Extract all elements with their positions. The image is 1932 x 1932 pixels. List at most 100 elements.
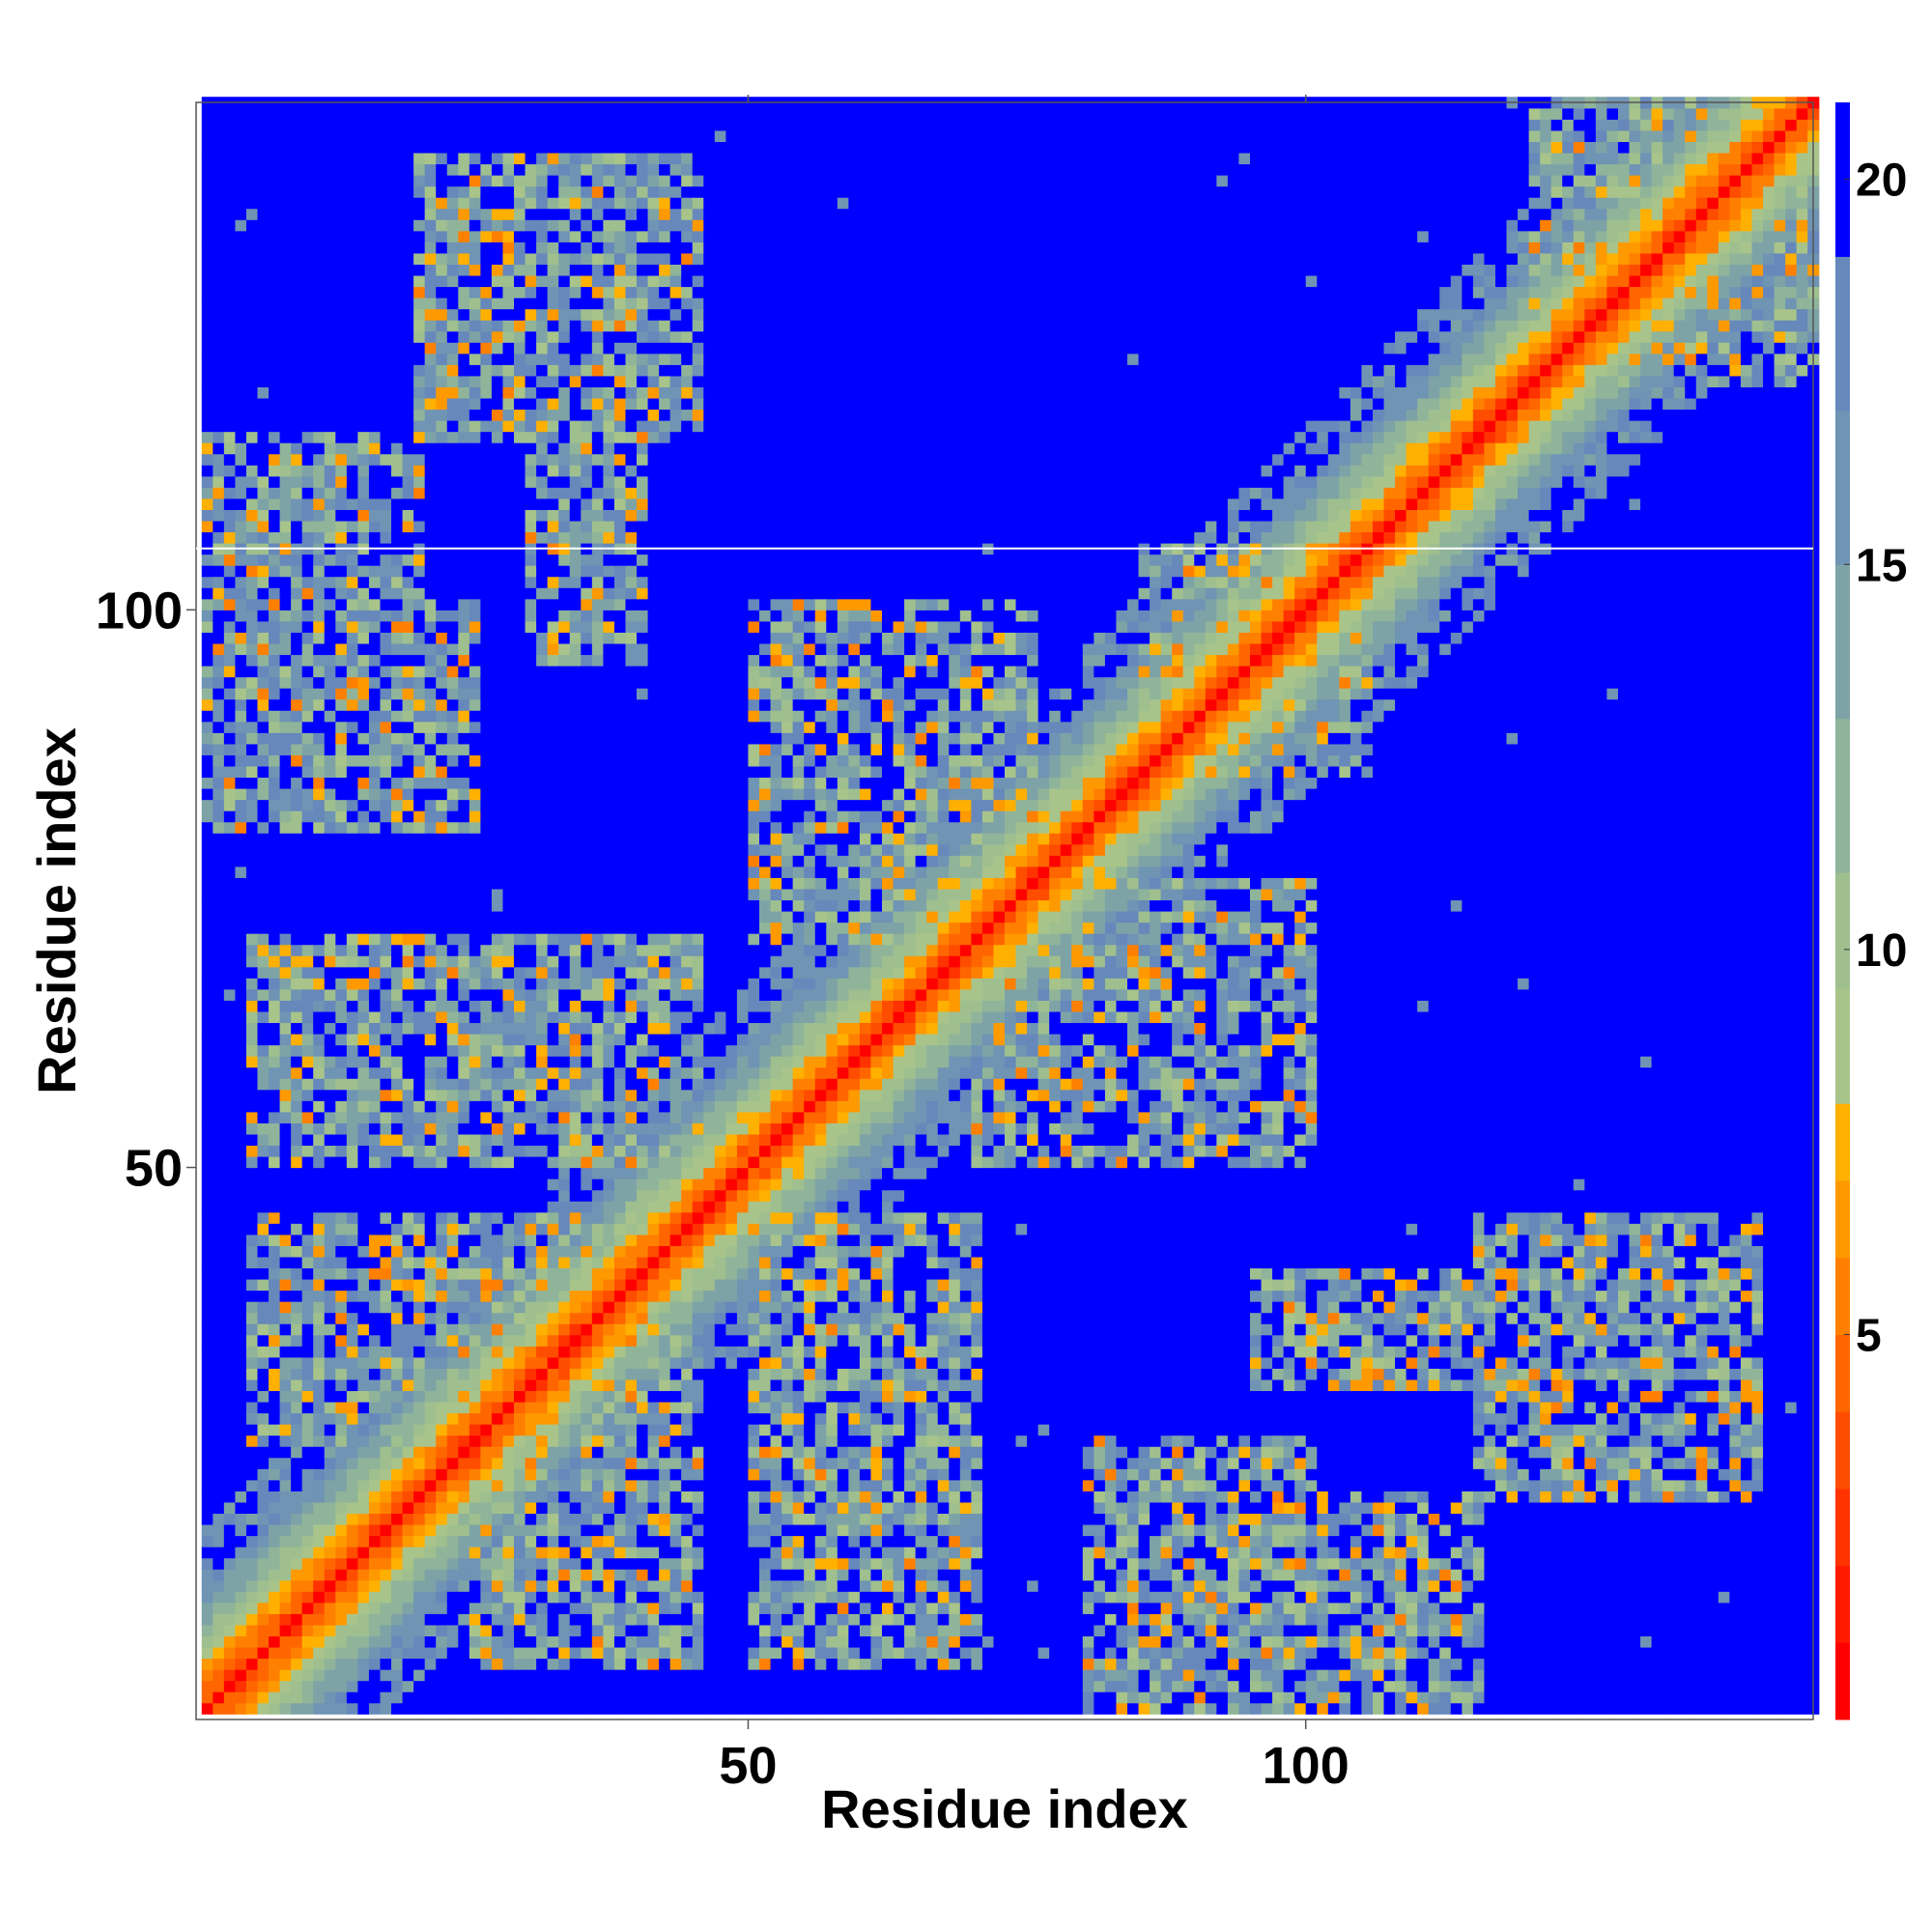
heatmap-cell — [357, 330, 370, 343]
heatmap-cell — [436, 642, 448, 656]
heatmap-cell — [368, 1624, 382, 1637]
heatmap-cell — [514, 386, 526, 399]
heatmap-cell — [446, 833, 459, 845]
heatmap-cell — [201, 888, 213, 901]
heatmap-cell — [213, 1201, 225, 1213]
heatmap-cell — [346, 264, 358, 276]
heatmap-cell — [335, 320, 348, 332]
heatmap-cell — [335, 1435, 348, 1447]
heatmap-cell — [436, 1155, 448, 1169]
heatmap-cell — [547, 1111, 559, 1123]
heatmap-cell — [357, 119, 370, 131]
heatmap-cell — [581, 1412, 593, 1425]
heatmap-cell — [279, 1491, 292, 1503]
heatmap-cell — [380, 810, 392, 823]
heatmap-cell — [301, 1089, 314, 1101]
heatmap-cell — [269, 1535, 281, 1548]
heatmap-cell — [391, 1290, 404, 1302]
heatmap-cell — [213, 866, 225, 878]
heatmap-cell — [279, 242, 292, 254]
heatmap-cell — [480, 107, 493, 120]
heatmap-cell — [446, 576, 459, 588]
heatmap-cell — [335, 1179, 348, 1191]
heatmap-cell — [245, 576, 259, 588]
heatmap-cell — [547, 721, 559, 733]
heatmap-cell — [569, 966, 582, 979]
heatmap-cell — [223, 666, 236, 678]
heatmap-cell — [413, 465, 426, 477]
heatmap-cell — [368, 487, 382, 499]
heatmap-cell — [368, 1669, 382, 1682]
heatmap-cell — [324, 364, 336, 377]
heatmap-cell — [536, 531, 549, 544]
heatmap-cell — [346, 1346, 358, 1358]
heatmap-cell — [357, 1122, 370, 1135]
heatmap-cell — [469, 598, 481, 611]
heatmap-cell — [424, 698, 437, 711]
heatmap-cell — [469, 732, 481, 745]
heatmap-cell — [458, 208, 470, 220]
heatmap-cell — [213, 1346, 225, 1358]
heatmap-cell — [235, 230, 247, 242]
heatmap-cell — [279, 933, 292, 946]
heatmap-cell — [213, 185, 225, 198]
heatmap-cell — [502, 620, 515, 633]
heatmap-cell — [291, 364, 303, 377]
heatmap-cell — [458, 732, 470, 745]
heatmap-cell — [324, 565, 336, 578]
heatmap-cell — [558, 1378, 571, 1392]
heatmap-cell — [368, 1346, 382, 1358]
heatmap-cell — [301, 364, 314, 377]
heatmap-cell — [480, 308, 493, 321]
heatmap-cell — [525, 1223, 537, 1236]
heatmap-cell — [458, 442, 470, 455]
heatmap-cell — [235, 509, 247, 522]
heatmap-cell — [514, 431, 526, 443]
heatmap-cell — [391, 1569, 404, 1581]
heatmap-cell — [536, 141, 549, 154]
heatmap-cell — [491, 978, 504, 990]
heatmap-cell — [357, 465, 370, 477]
heatmap-cell — [514, 1167, 526, 1179]
heatmap-cell — [269, 1658, 281, 1670]
heatmap-cell — [291, 1691, 303, 1704]
heatmap-cell — [402, 944, 414, 956]
heatmap-cell — [301, 431, 314, 443]
heatmap-cell — [301, 308, 314, 321]
heatmap-cell — [480, 1179, 493, 1191]
heatmap-cell — [547, 1066, 559, 1079]
heatmap-cell — [569, 1691, 582, 1704]
heatmap-cell — [558, 163, 571, 176]
heatmap-cell — [458, 1646, 470, 1660]
heatmap-cell — [245, 799, 259, 811]
heatmap-cell — [413, 1033, 426, 1046]
heatmap-cell — [269, 732, 281, 745]
heatmap-cell — [301, 888, 314, 901]
heatmap-cell — [436, 264, 448, 276]
heatmap-cell — [547, 899, 559, 912]
heatmap-cell — [357, 1179, 370, 1191]
heatmap-cell — [368, 933, 382, 946]
heatmap-cell — [436, 1010, 448, 1024]
heatmap-cell — [536, 1111, 549, 1123]
heatmap-cell — [346, 330, 358, 343]
heatmap-cell — [458, 1346, 470, 1358]
heatmap-cell — [391, 698, 404, 711]
heatmap-cell — [291, 899, 303, 912]
heatmap-cell — [235, 721, 247, 733]
heatmap-cell — [269, 1256, 281, 1269]
heatmap-cell — [480, 1356, 493, 1369]
heatmap-cell — [391, 509, 404, 522]
heatmap-cell — [436, 520, 448, 533]
heatmap-cell — [368, 442, 382, 455]
heatmap-cell — [547, 565, 559, 578]
heatmap-cell — [480, 1378, 493, 1392]
heatmap-cell — [525, 163, 537, 176]
heatmap-cell — [291, 1234, 303, 1246]
heatmap-cell — [436, 654, 448, 667]
heatmap-cell — [257, 833, 270, 845]
heatmap-cell — [402, 1635, 414, 1648]
heatmap-cell — [279, 1635, 292, 1648]
heatmap-cell — [536, 632, 549, 644]
heatmap-cell — [469, 219, 481, 232]
